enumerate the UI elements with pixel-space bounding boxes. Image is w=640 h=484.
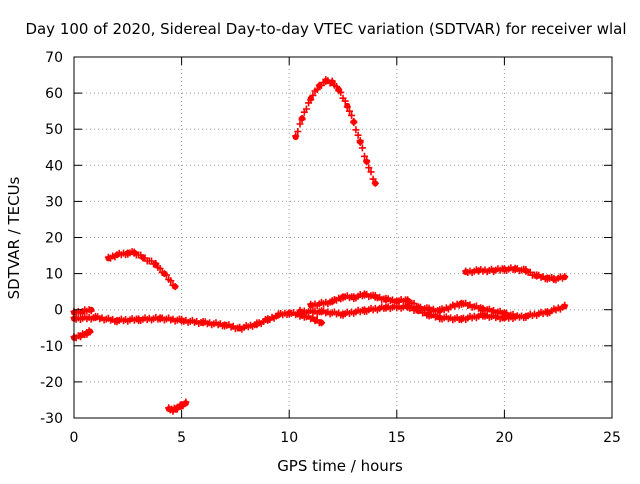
series-arc-low-dip (165, 398, 190, 415)
y-tick-label: 40 (45, 158, 63, 174)
series-markers (307, 290, 519, 321)
series-arc-midday-peak (292, 76, 379, 187)
series-markers (104, 248, 179, 291)
series-arc-midday-positive (307, 290, 519, 321)
y-tick-label: 10 (45, 267, 63, 283)
series-arc-morning-hump (104, 248, 179, 291)
y-tick-label: -30 (40, 411, 63, 427)
x-tick-label: 10 (280, 430, 298, 446)
series-arc-baseline-1 (70, 309, 325, 333)
x-tick-label: 25 (603, 430, 621, 446)
y-tick-label: 20 (45, 231, 63, 247)
y-tick-label: -10 (40, 339, 63, 355)
x-tick-label: 15 (388, 430, 406, 446)
series-markers (165, 398, 190, 415)
series-markers (462, 264, 569, 284)
y-tick-label: 0 (54, 303, 63, 319)
x-tick-label: 20 (495, 430, 513, 446)
x-axis-label: GPS time / hours (277, 457, 403, 475)
series-arc-evening-plateau (462, 264, 569, 284)
tick-layer: 0 5 10 15 20 25 -30 -20 -10 0 10 20 30 40 50 60 70 (40, 50, 621, 446)
y-tick-label: 50 (45, 122, 63, 138)
x-tick-label: 0 (70, 430, 79, 446)
y-axis-label: SDTVAR / TECUs (5, 176, 23, 299)
series-markers (292, 76, 379, 187)
grid-layer (74, 57, 612, 418)
data-layer (70, 76, 569, 415)
y-tick-label: 70 (45, 50, 63, 66)
y-tick-label: -20 (40, 375, 63, 391)
y-tick-label: 30 (45, 194, 63, 210)
x-tick-label: 5 (177, 430, 186, 446)
chart-title: Day 100 of 2020, Sidereal Day-to-day VTE… (25, 20, 626, 38)
y-tick-label: 60 (45, 86, 63, 102)
